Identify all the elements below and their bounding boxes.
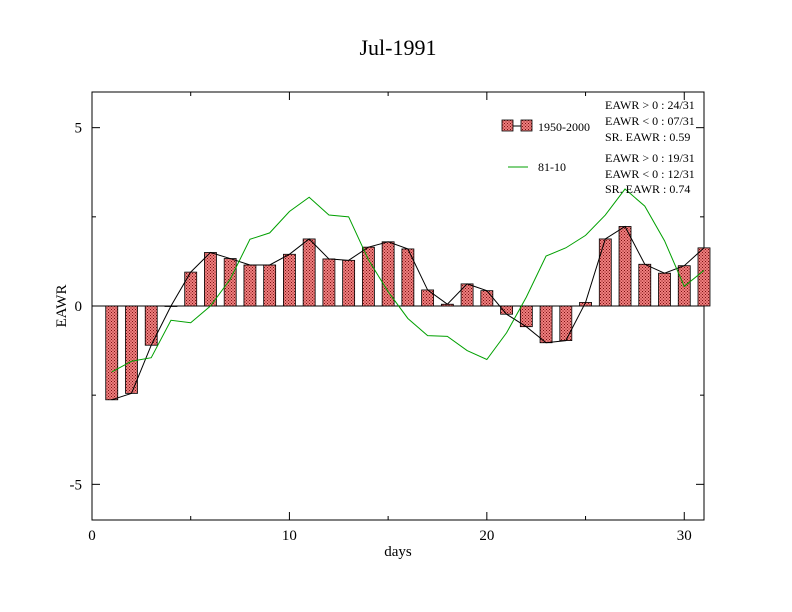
bar-day-1 xyxy=(105,305,119,401)
bar-day-11 xyxy=(302,238,316,307)
y-tick-label: 0 xyxy=(75,299,83,315)
x-tick-label: 10 xyxy=(282,528,297,544)
stats-block-81-10: EAWR > 0 : 19/31 EAWR < 0 : 12/31 SR. EA… xyxy=(605,151,695,196)
stat-sr-1950-2000: SR. EAWR : 0.59 xyxy=(605,130,690,144)
stat-positive-1950-2000: EAWR > 0 : 24/31 xyxy=(605,98,695,112)
bar-day-12 xyxy=(322,258,336,307)
bar-day-19 xyxy=(460,283,474,307)
y-tick-label: -5 xyxy=(70,477,83,493)
stat-negative-1950-2000: EAWR < 0 : 07/31 xyxy=(605,114,695,128)
x-tick-label: 0 xyxy=(88,528,96,544)
line-1950-2000 xyxy=(111,225,705,401)
stat-sr-81-10: SR. EAWR : 0.74 xyxy=(605,182,690,196)
bar-day-15 xyxy=(381,241,395,307)
x-tick-label: 30 xyxy=(677,528,692,544)
legend-label-1950-2000: 1950-2000 xyxy=(538,120,590,134)
legend-swatch-1950-2000-left xyxy=(501,119,514,132)
legend-label-81-10: 81-10 xyxy=(538,160,566,174)
bar-day-3 xyxy=(144,305,158,346)
line-series xyxy=(111,188,705,401)
bar-day-13 xyxy=(342,259,356,307)
bar-day-21 xyxy=(500,305,513,315)
bar-day-8 xyxy=(243,264,257,307)
legend: 1950-2000 81-10 xyxy=(501,119,590,174)
bar-day-6 xyxy=(204,252,217,307)
stats-block-1950-2000: EAWR > 0 : 24/31 EAWR < 0 : 07/31 SR. EA… xyxy=(605,98,695,144)
legend-swatch-1950-2000-right xyxy=(520,119,533,132)
bar-day-7 xyxy=(223,258,237,307)
bar-day-24 xyxy=(559,305,573,341)
bar-day-20 xyxy=(480,290,494,307)
bar-day-17 xyxy=(421,289,435,307)
bar-day-2 xyxy=(125,305,138,394)
y-axis-label: EAWR xyxy=(54,285,70,328)
bar-day-5 xyxy=(184,271,198,307)
bar-day-31 xyxy=(697,247,711,307)
bar-day-10 xyxy=(283,253,296,307)
y-tick-label: 5 xyxy=(75,121,83,137)
stat-positive-81-10: EAWR > 0 : 19/31 xyxy=(605,151,695,165)
bar-series-1950-2000 xyxy=(105,226,711,401)
bar-day-26 xyxy=(598,238,612,307)
line-81-10 xyxy=(111,188,705,373)
bar-day-14 xyxy=(361,246,375,307)
bar-day-9 xyxy=(263,264,277,307)
bar-day-29 xyxy=(658,272,671,307)
chart-title: Jul-1991 xyxy=(360,35,437,60)
stat-negative-81-10: EAWR < 0 : 12/31 xyxy=(605,167,695,181)
bar-day-27 xyxy=(618,226,632,307)
x-tick-label: 20 xyxy=(479,528,494,544)
bar-day-28 xyxy=(638,263,652,307)
bar-day-23 xyxy=(539,305,553,344)
x-axis-label: days xyxy=(384,544,412,560)
axis-ticks: 0 10 20 30 -5 0 5 xyxy=(70,92,704,544)
